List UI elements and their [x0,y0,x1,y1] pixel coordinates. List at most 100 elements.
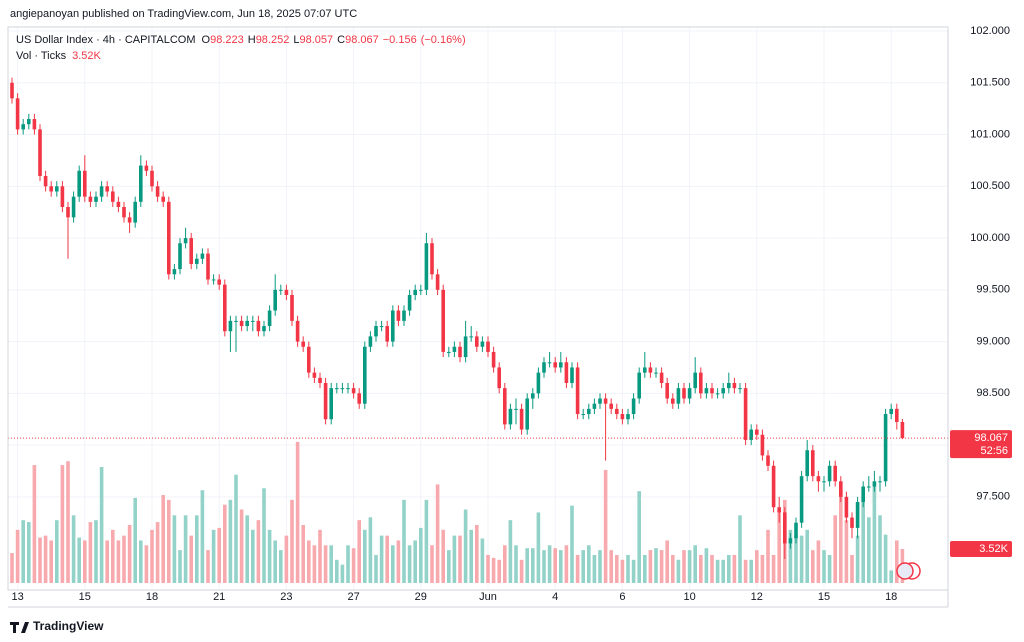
volume-bar [637,491,641,583]
volume-bar [654,548,658,583]
candle-body [284,289,289,295]
candle-body [861,486,865,503]
volume-bar [564,545,569,583]
candle-body [547,362,552,364]
volume-bar [514,545,518,583]
candle-body [816,476,821,482]
volume-bar [447,550,451,583]
candle-body [665,382,669,399]
candle-body [189,238,193,264]
volume-bar [615,554,619,583]
volume-bar [458,535,462,583]
volume-bar [508,520,513,583]
candle-body [223,284,227,332]
volume-tag [950,540,1012,557]
volume-bar [788,529,793,583]
volume-bar [816,540,821,583]
volume-bar [805,529,809,583]
volume-bar [66,461,70,583]
volume-bar [211,529,216,583]
volume-bar [631,559,636,583]
candle-body [116,201,121,208]
candle-body [447,351,451,353]
volume-bar [497,559,501,583]
volume-bar [760,554,765,583]
volume-bar [239,509,244,583]
volume-bar [766,529,770,583]
volume-bar [486,554,490,583]
candle-body [519,408,524,430]
candle-body [234,320,238,322]
x-tick-label: 29 [415,591,427,603]
candle-body [654,372,658,374]
volume-bar [671,554,675,583]
volume-bar [536,512,541,583]
volume-bar [799,535,804,583]
logo-text: TradingView [33,619,104,633]
candle-body [21,124,25,130]
volume-bar [559,550,563,583]
volume-bar [172,515,177,583]
legend-row: US Dollar Index · 4h · CAPITALCOM O98.223… [16,34,466,46]
candle-body [699,372,703,394]
volume-bar [301,525,305,583]
candle-body [491,351,496,368]
volume-bar [452,535,457,583]
x-tick-label: 13 [11,591,23,603]
volume-bar [217,527,221,583]
candle-body [805,450,809,477]
candle-body [553,362,557,368]
candle-body [676,388,681,404]
candle-body [295,320,300,342]
volume-bar [340,564,345,583]
volume-bar [122,535,126,583]
volume-bar [889,570,893,583]
volume-bar [38,537,42,583]
candle-body [503,388,507,425]
volume-bar [133,497,137,583]
candle-body [637,372,641,399]
volume-bar [273,540,277,583]
candle-body [693,372,697,389]
candle-body [687,388,692,399]
candle-body [766,455,770,466]
candle-body [211,279,216,281]
candle-body [245,320,249,327]
volume-bar [475,525,479,583]
candle-body [127,217,132,223]
candle-body [178,243,182,270]
x-tick-label: 18 [146,591,158,603]
candle-body [833,465,837,482]
flag-icons [896,562,921,580]
volume-bar [648,550,653,583]
candle-body [172,269,177,275]
volume-bar [307,540,311,583]
candle-body [32,119,37,130]
volume-bar [318,529,322,583]
candle-body [71,196,76,218]
volume-bar [827,554,832,583]
candle-body [374,326,378,337]
volume-bar [105,540,109,583]
candle-body [839,481,843,497]
volume-bar [603,469,608,583]
y-tick-label: 100.000 [970,232,1010,244]
candle-body [66,207,70,218]
volume-bar [144,545,149,583]
symbol-title: US Dollar Index · 4h · CAPITALCOM [16,34,196,46]
volume-bar [721,559,725,583]
candle-body [827,465,832,482]
candle-body [755,429,759,435]
volume-bar [15,529,20,583]
candle-body [279,289,283,291]
candle-body [536,372,541,394]
volume-bar [777,509,781,583]
candle-body [340,388,345,390]
candle-body [587,408,591,415]
volume-bar [749,559,753,583]
candle-body [111,191,115,202]
volume-bar [531,548,535,583]
candle-body [732,382,737,389]
price-tag [950,430,1012,459]
volume-bar [178,550,182,583]
